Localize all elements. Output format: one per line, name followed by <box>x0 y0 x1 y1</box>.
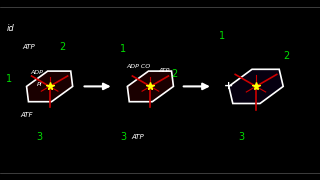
Text: 3: 3 <box>238 132 244 142</box>
Text: 2: 2 <box>59 42 66 52</box>
Text: 3: 3 <box>120 132 126 142</box>
Text: +: + <box>224 81 233 91</box>
Text: 1: 1 <box>6 74 12 84</box>
Text: Pi: Pi <box>37 82 42 87</box>
Polygon shape <box>127 71 173 102</box>
Text: ATP: ATP <box>131 134 144 140</box>
Text: 3: 3 <box>37 132 43 142</box>
Text: id: id <box>6 24 14 33</box>
Text: ADP CO: ADP CO <box>126 64 150 69</box>
Text: 1: 1 <box>120 44 126 54</box>
Text: 2: 2 <box>283 51 290 61</box>
Polygon shape <box>27 71 73 102</box>
Text: 2: 2 <box>171 69 178 79</box>
Text: ADP: ADP <box>30 69 43 75</box>
Text: ATP: ATP <box>22 44 35 50</box>
Text: ATP: ATP <box>158 68 170 73</box>
Text: ATF: ATF <box>21 112 33 118</box>
Polygon shape <box>229 69 283 103</box>
Text: 1: 1 <box>219 31 225 41</box>
